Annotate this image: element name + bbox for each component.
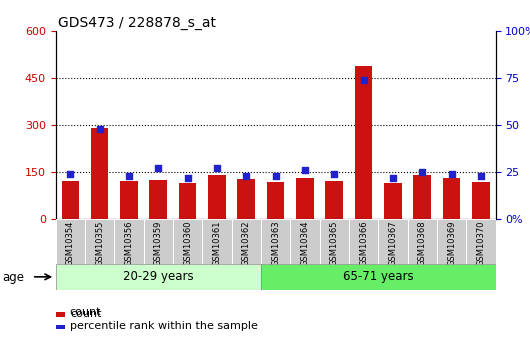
- Bar: [261, 264, 496, 290]
- Text: GSM10367: GSM10367: [388, 220, 398, 266]
- Bar: [202, 219, 232, 264]
- Bar: [237, 179, 255, 219]
- Text: GSM10368: GSM10368: [418, 220, 427, 266]
- Point: [330, 171, 339, 177]
- Point: [476, 173, 485, 179]
- Bar: [408, 219, 437, 264]
- Bar: [56, 312, 65, 317]
- Text: 20-29 years: 20-29 years: [123, 270, 193, 283]
- Point: [359, 77, 368, 83]
- Bar: [61, 181, 79, 219]
- Text: GSM10355: GSM10355: [95, 220, 104, 266]
- Text: GSM10364: GSM10364: [301, 220, 310, 266]
- Bar: [144, 219, 173, 264]
- Text: GSM10369: GSM10369: [447, 220, 456, 266]
- Point: [125, 173, 133, 179]
- Bar: [466, 219, 496, 264]
- Bar: [384, 183, 402, 219]
- Point: [213, 166, 221, 171]
- Bar: [56, 264, 261, 290]
- Point: [66, 171, 75, 177]
- Bar: [149, 180, 167, 219]
- Text: percentile rank within the sample: percentile rank within the sample: [70, 322, 258, 331]
- Bar: [232, 219, 261, 264]
- Text: GSM10360: GSM10360: [183, 220, 192, 266]
- Bar: [267, 182, 285, 219]
- Text: GSM10366: GSM10366: [359, 220, 368, 266]
- Bar: [114, 219, 144, 264]
- Point: [447, 171, 456, 177]
- Bar: [443, 178, 461, 219]
- Text: count: count: [69, 307, 100, 317]
- Text: GSM10363: GSM10363: [271, 220, 280, 266]
- Bar: [290, 219, 320, 264]
- Bar: [91, 128, 109, 219]
- Bar: [437, 219, 466, 264]
- Bar: [413, 175, 431, 219]
- Bar: [378, 219, 408, 264]
- Text: GSM10354: GSM10354: [66, 220, 75, 266]
- Bar: [173, 219, 202, 264]
- Bar: [261, 219, 290, 264]
- Point: [388, 175, 397, 180]
- Bar: [208, 175, 226, 219]
- Bar: [355, 66, 373, 219]
- Bar: [320, 219, 349, 264]
- Text: GSM10370: GSM10370: [476, 220, 485, 266]
- Text: age: age: [3, 270, 25, 284]
- Bar: [179, 183, 197, 219]
- Point: [242, 173, 251, 179]
- Point: [301, 167, 309, 173]
- Bar: [56, 219, 85, 264]
- Bar: [472, 182, 490, 219]
- Point: [183, 175, 192, 180]
- Text: GDS473 / 228878_s_at: GDS473 / 228878_s_at: [58, 16, 216, 30]
- Text: GSM10365: GSM10365: [330, 220, 339, 266]
- Text: GSM10356: GSM10356: [125, 220, 134, 266]
- Point: [418, 169, 427, 175]
- Bar: [296, 178, 314, 219]
- Point: [271, 173, 280, 179]
- Bar: [120, 181, 138, 219]
- Bar: [56, 325, 65, 329]
- Text: 65-71 years: 65-71 years: [343, 270, 413, 283]
- Point: [154, 166, 163, 171]
- Bar: [85, 219, 114, 264]
- Text: GSM10359: GSM10359: [154, 220, 163, 266]
- Text: GSM10362: GSM10362: [242, 220, 251, 266]
- Text: count: count: [70, 309, 102, 318]
- Bar: [349, 219, 378, 264]
- Bar: [325, 181, 343, 219]
- Text: GSM10361: GSM10361: [213, 220, 222, 266]
- Point: [95, 126, 104, 131]
